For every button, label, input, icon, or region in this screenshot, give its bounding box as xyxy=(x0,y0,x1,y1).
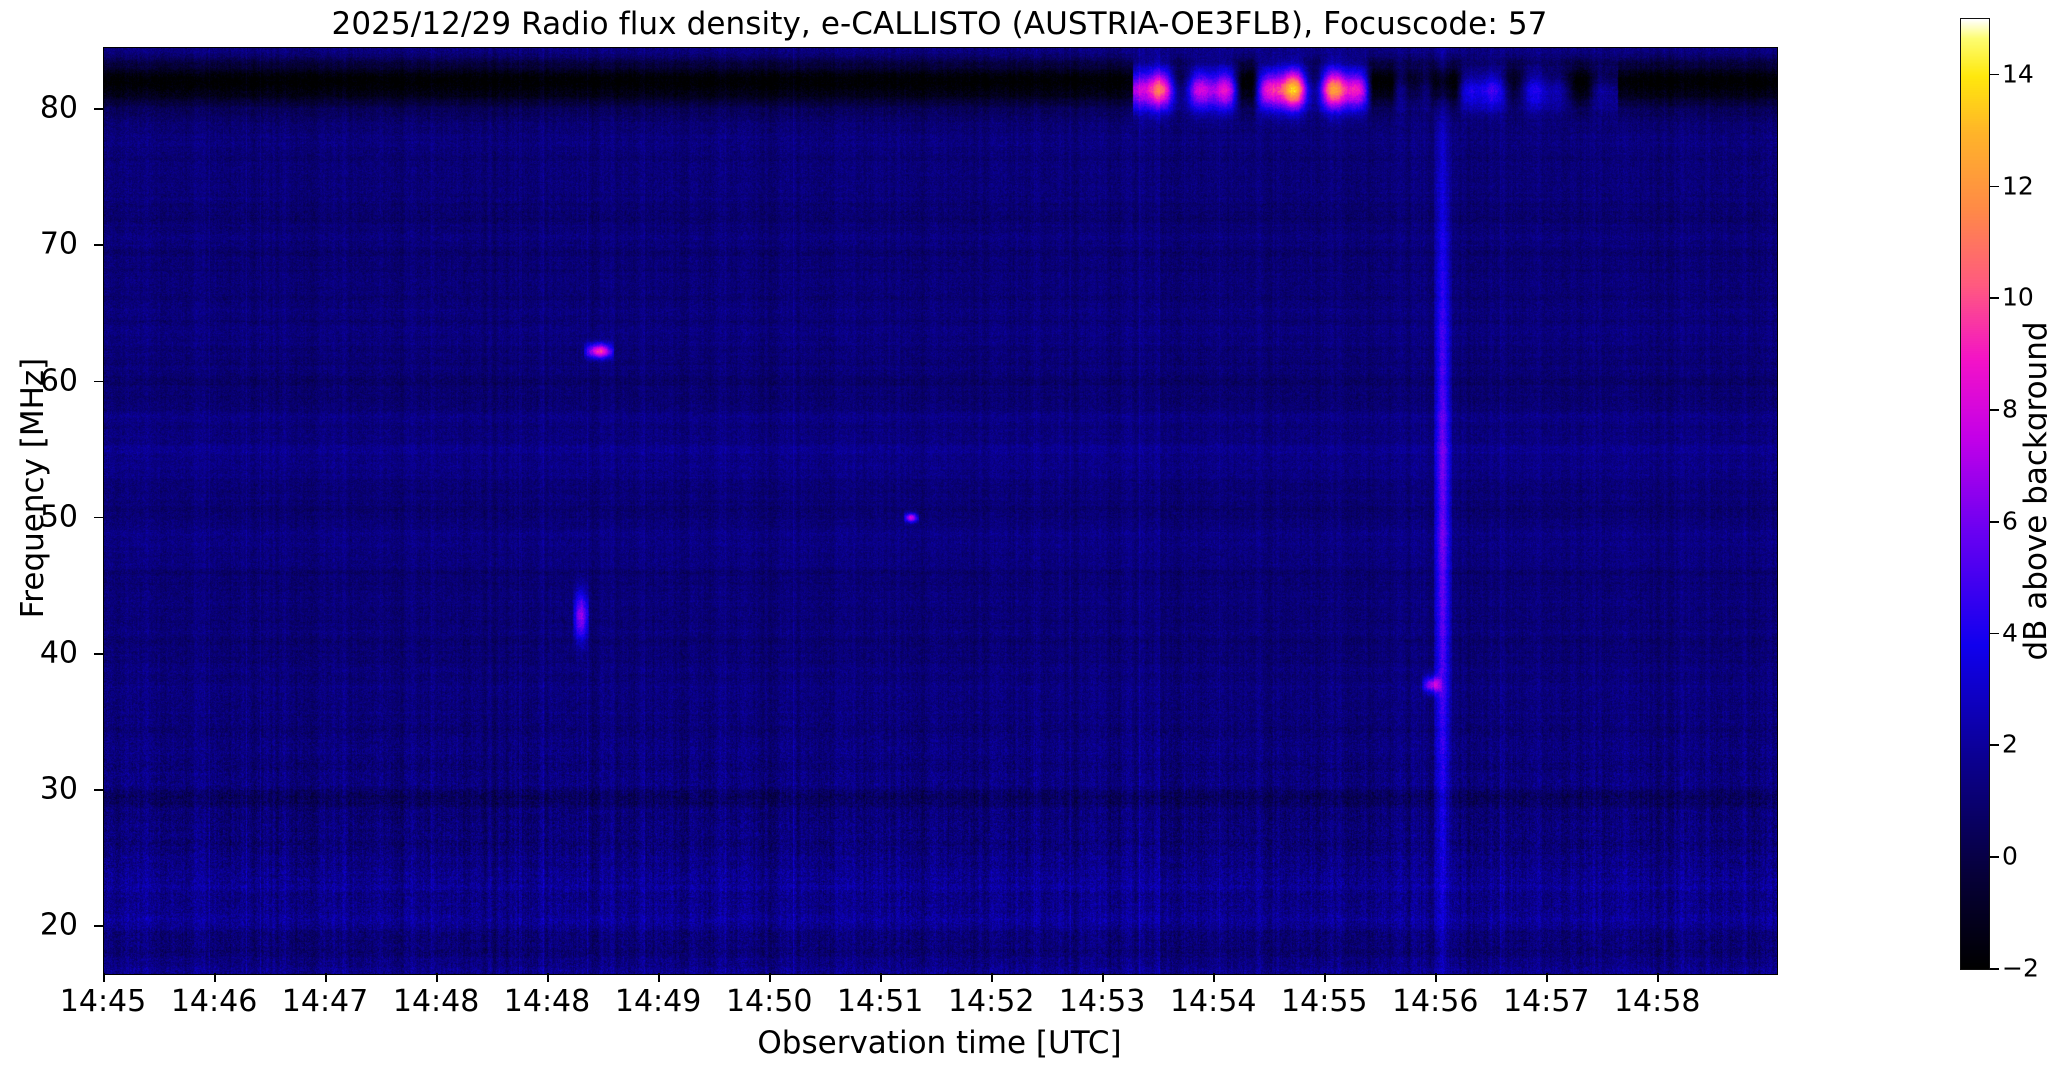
x-tick-label: 14:58 xyxy=(1613,984,1701,1019)
x-tick-mark xyxy=(103,973,105,982)
colorbar-ticks xyxy=(1990,18,2001,970)
x-tick-mark xyxy=(1546,973,1548,982)
colorbar-tick-label: 8 xyxy=(2002,394,2018,424)
y-tick-mark xyxy=(94,244,103,247)
colorbar-tick-mark xyxy=(1990,185,1999,188)
x-tick-mark xyxy=(1657,973,1659,982)
colorbar-tick-mark xyxy=(1990,744,1999,747)
x-tick-mark xyxy=(1324,973,1326,982)
y-axis-ticks xyxy=(0,47,103,973)
y-tick-label: 50 xyxy=(39,499,78,535)
x-tick-mark xyxy=(658,973,660,982)
x-tick-label: 14:45 xyxy=(59,984,147,1019)
x-tick-mark xyxy=(1102,973,1104,982)
colorbar-tick-label: 0 xyxy=(2002,841,2018,871)
colorbar-tick-mark xyxy=(1990,856,1999,858)
x-tick-label: 14:56 xyxy=(1391,984,1479,1019)
colorbar-tick-label: 2 xyxy=(2002,729,2018,759)
y-tick-mark xyxy=(94,925,103,927)
x-axis-title: Observation time [UTC] xyxy=(757,1025,1122,1061)
colorbar-tick-mark xyxy=(1990,520,1999,523)
x-tick-mark xyxy=(1213,973,1215,982)
figure-title: 2025/12/29 Radio flux density, e-CALLIST… xyxy=(331,6,1548,42)
colorbar-tick-mark xyxy=(1990,968,1999,970)
x-tick-label: 14:51 xyxy=(836,984,924,1019)
y-tick-mark xyxy=(94,108,103,110)
colorbar-tick-mark xyxy=(1990,297,1999,299)
colorbar-tick-label: 14 xyxy=(2002,59,2034,89)
x-tick-mark xyxy=(436,973,438,982)
x-tick-mark xyxy=(991,973,993,982)
y-axis-tick-labels: 80 70 60 50 40 30 20 xyxy=(0,47,92,973)
y-tick-label: 60 xyxy=(39,363,78,399)
spectrogram-plot-area[interactable] xyxy=(103,47,1778,975)
x-tick-label: 14:47 xyxy=(281,984,369,1019)
y-tick-label: 30 xyxy=(39,771,78,807)
x-tick-label: 14:52 xyxy=(947,984,1035,1019)
x-tick-label: 14:48 xyxy=(392,984,480,1019)
x-tick-mark xyxy=(214,973,216,982)
x-tick-label: 14:48 xyxy=(503,984,591,1019)
colorbar-title: dB above background xyxy=(2018,321,2047,661)
colorbar-tick-label: 6 xyxy=(2002,506,2018,536)
y-tick-mark xyxy=(94,380,103,383)
x-tick-mark xyxy=(1435,973,1437,982)
x-axis-ticks xyxy=(103,973,1776,985)
y-tick-mark xyxy=(94,516,103,519)
colorbar-tick-label: 12 xyxy=(2002,171,2034,201)
y-tick-label: 20 xyxy=(39,907,78,943)
x-tick-label: 14:57 xyxy=(1503,984,1590,1019)
x-tick-label: 14:54 xyxy=(1169,984,1257,1019)
y-tick-mark xyxy=(94,789,103,791)
x-tick-mark xyxy=(769,973,771,982)
colorbar-tick-mark xyxy=(1990,632,1999,635)
colorbar-tick-mark xyxy=(1990,73,1999,76)
x-tick-label: 14:46 xyxy=(170,984,258,1019)
colorbar-tick-labels: −2 0 2 4 6 8 10 12 14 xyxy=(2002,18,2047,982)
colorbar-tick-label: 4 xyxy=(2002,618,2018,648)
x-tick-label: 14:53 xyxy=(1058,984,1146,1019)
y-tick-mark xyxy=(94,652,103,655)
colorbar-canvas xyxy=(1961,19,1989,969)
colorbar-tick-label: 10 xyxy=(2002,282,2034,312)
y-tick-label: 40 xyxy=(39,635,78,671)
y-tick-label: 70 xyxy=(39,226,78,262)
colorbar-tick-mark xyxy=(1990,409,1999,411)
x-tick-mark xyxy=(325,973,327,982)
y-tick-label: 80 xyxy=(39,90,78,126)
x-axis-tick-labels: 14:45 14:46 14:47 14:48 14:48 14:49 14:50 14:51… xyxy=(0,984,2047,1024)
colorbar[interactable] xyxy=(1960,18,1990,970)
x-tick-label: 14:50 xyxy=(725,984,813,1019)
spectrogram-canvas[interactable] xyxy=(104,48,1777,974)
colorbar-tick-label: −2 xyxy=(2002,953,2039,983)
x-tick-mark xyxy=(547,973,549,982)
x-tick-mark xyxy=(880,973,882,982)
x-tick-label: 14:49 xyxy=(614,984,702,1019)
x-tick-label: 14:55 xyxy=(1281,984,1368,1019)
